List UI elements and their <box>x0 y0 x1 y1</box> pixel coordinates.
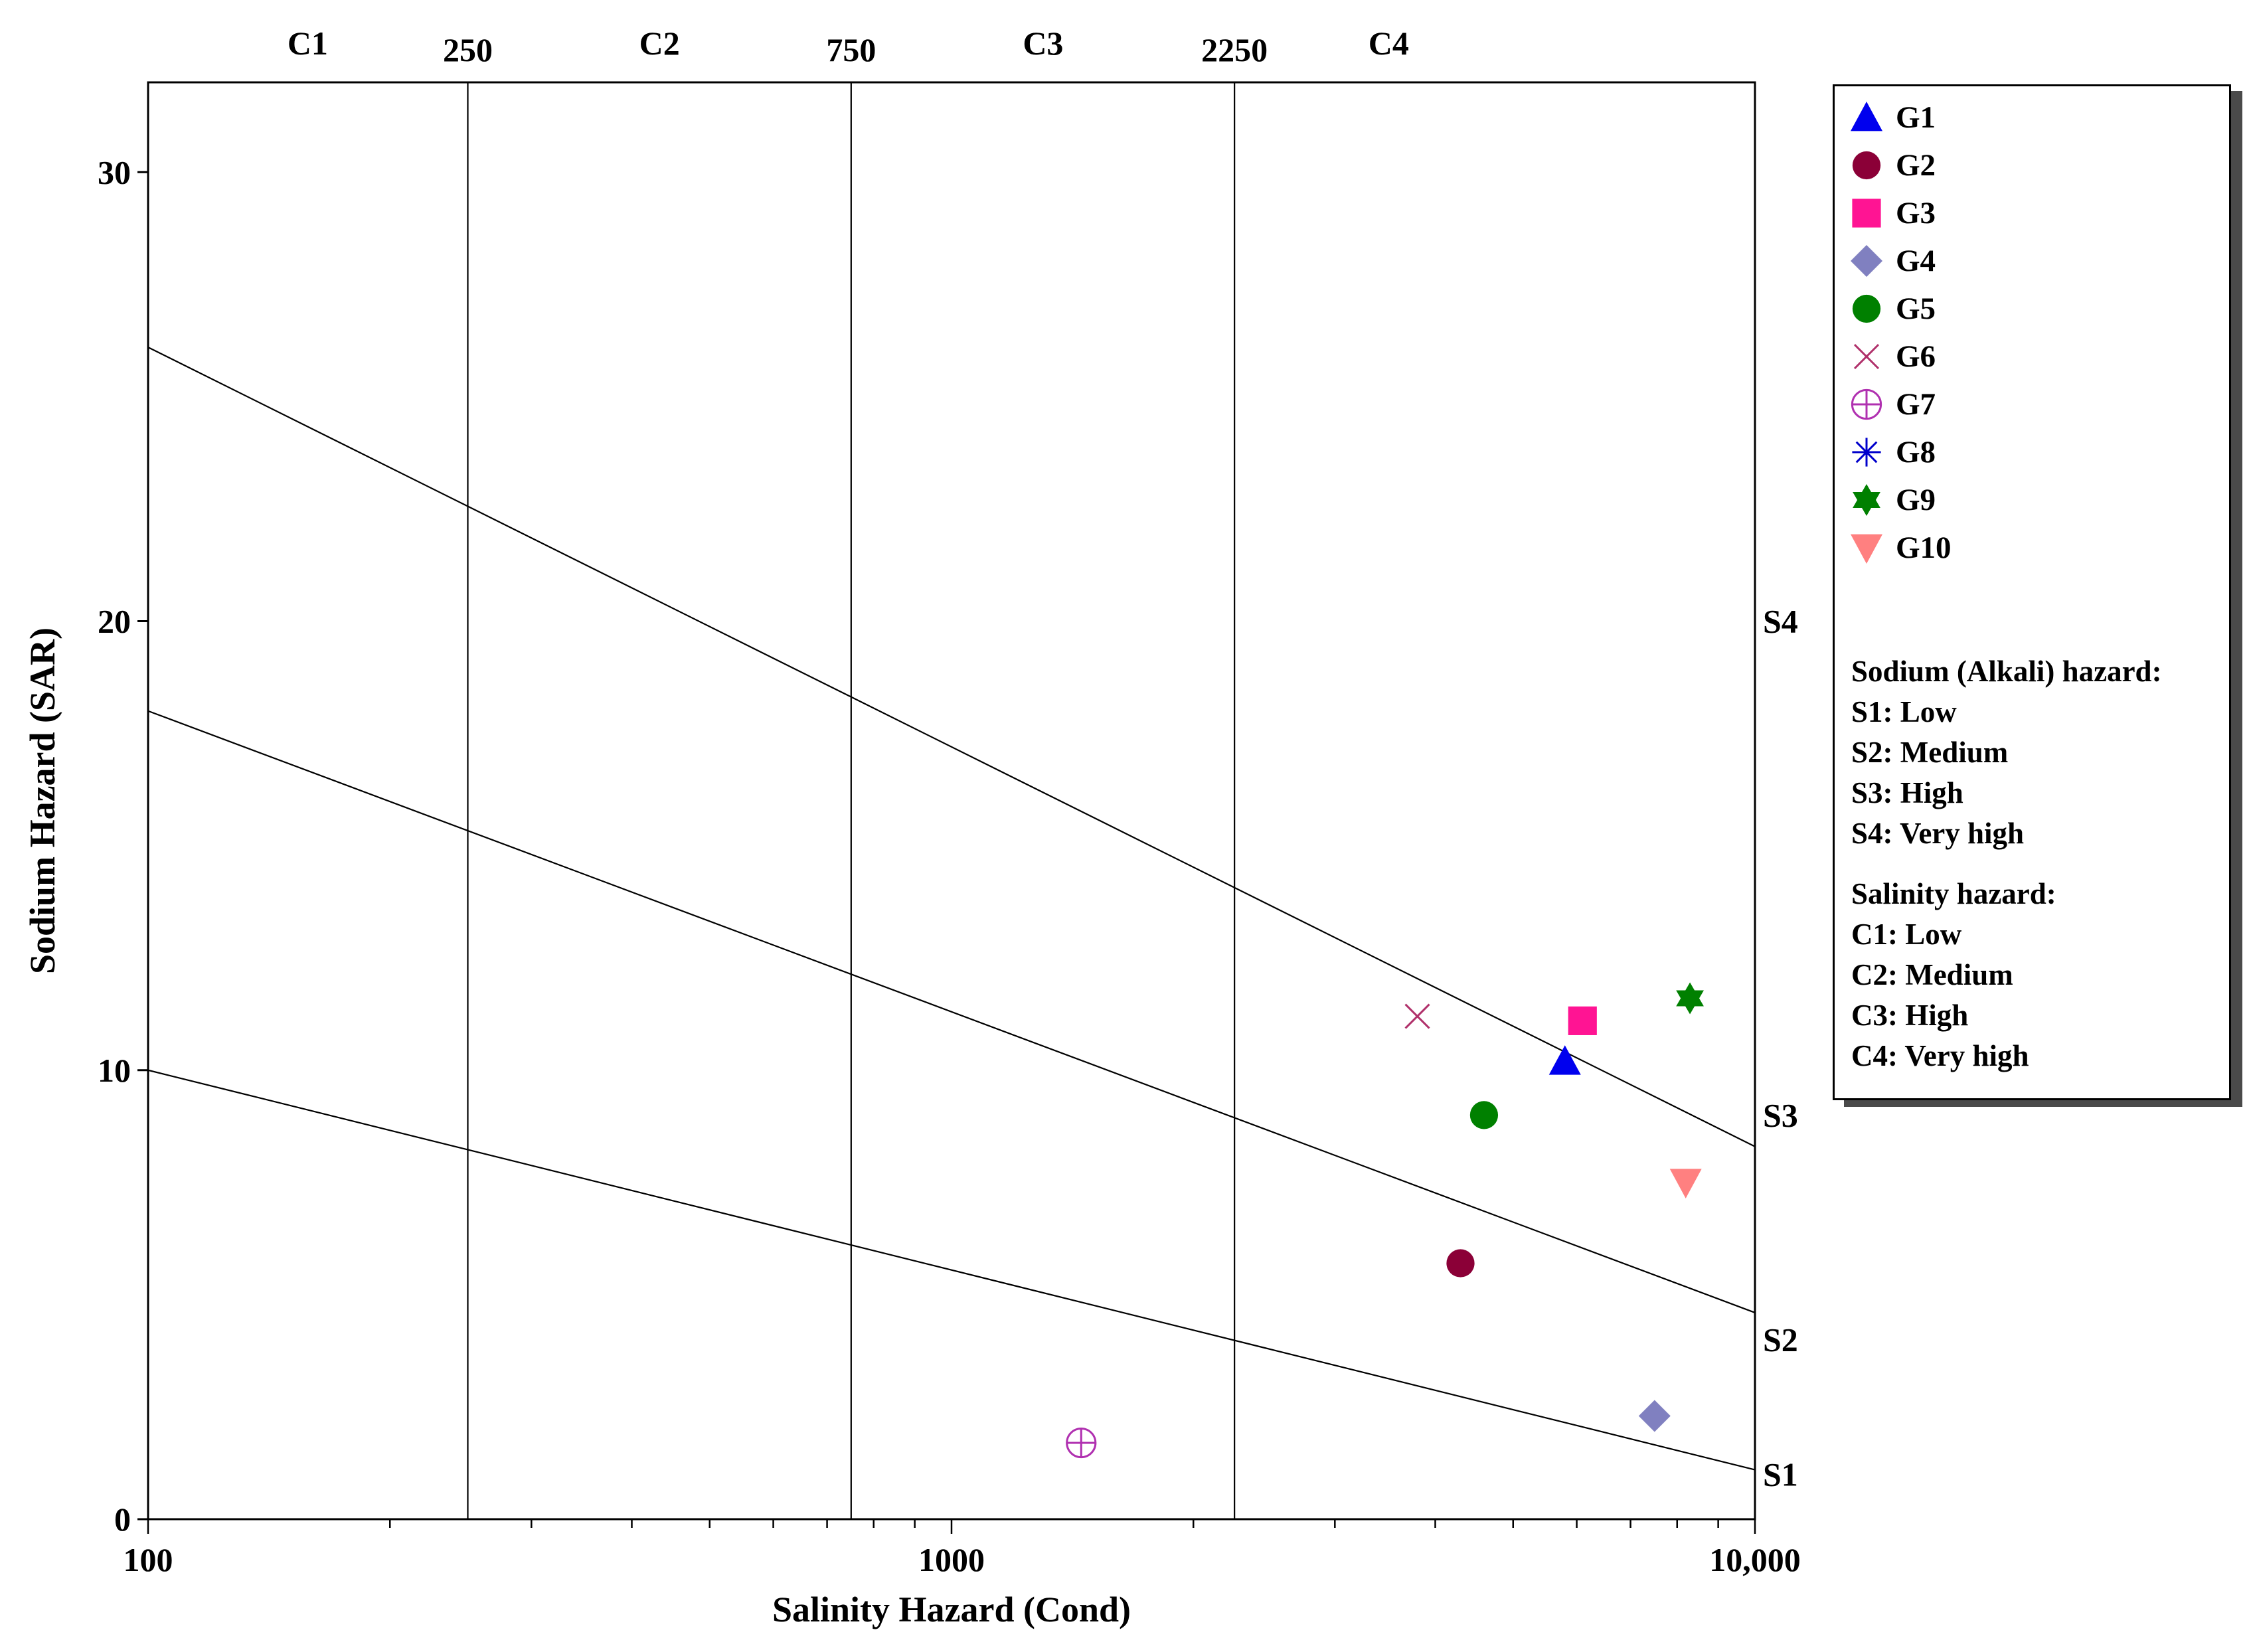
salinity-hazard-item: C2: Medium <box>1851 958 2013 991</box>
asterisk-icon <box>1852 438 1881 467</box>
x-icon <box>1853 343 1880 370</box>
legend-marker <box>1853 343 1880 370</box>
legend-marker <box>1852 438 1881 467</box>
salinity-class-label: C1 <box>288 25 328 62</box>
legend-item-g2: G2 <box>1835 142 2233 190</box>
data-point-g6 <box>1404 1003 1430 1029</box>
legend-label: G3 <box>1896 196 1936 230</box>
legend-item-g4: G4 <box>1835 238 2233 286</box>
sodium-class-label: S3 <box>1763 1096 1798 1133</box>
data-point-g9 <box>1676 982 1704 1015</box>
legend-item-g3: G3 <box>1835 190 2233 238</box>
salinity-class-label: C2 <box>639 25 680 62</box>
legend-item-g10: G10 <box>1835 525 2233 572</box>
circle-icon <box>1852 294 1881 323</box>
salinity-hazard-item: C4: Very high <box>1851 1039 2029 1072</box>
x-tick-label: 100 <box>124 1541 173 1578</box>
circle-cross-icon <box>1851 388 1882 420</box>
y-axis-title: Sodium Hazard (SAR) <box>23 627 62 974</box>
star6-icon <box>1853 484 1880 516</box>
salinity-boundary-label: 250 <box>443 31 493 68</box>
x-tick-label: 10,000 <box>1709 1541 1801 1578</box>
legend-label: G7 <box>1896 387 1936 422</box>
legend-item-g6: G6 <box>1835 333 2233 381</box>
legend-label: G10 <box>1896 531 1952 565</box>
legend-item-g5: G5 <box>1835 286 2233 333</box>
legend-marker <box>1852 151 1881 180</box>
circle-icon <box>1852 151 1881 180</box>
legend-marker <box>1852 294 1881 323</box>
legend-label: G1 <box>1896 100 1936 135</box>
sodium-hazard-line <box>147 1069 1756 1471</box>
legend-label: G5 <box>1896 291 1936 326</box>
sodium-hazard-item: S1: Low <box>1851 695 1957 728</box>
triangle-down-icon <box>1851 534 1882 564</box>
data-point-g1 <box>1548 1045 1581 1075</box>
legend-label: G6 <box>1896 339 1936 374</box>
legend-marker <box>1852 199 1881 228</box>
y-tick-label: 20 <box>98 603 131 640</box>
salinity-boundary-label: 750 <box>826 31 876 68</box>
y-tick-label: 0 <box>114 1501 131 1538</box>
sodium-hazard-item: S3: High <box>1851 776 1963 809</box>
sodium-hazard-line <box>147 710 1756 1313</box>
square-icon <box>1852 199 1881 228</box>
legend-label: G2 <box>1896 148 1936 183</box>
sodium-hazard-item: S2: Medium <box>1851 736 2009 769</box>
sodium-class-label: S1 <box>1763 1455 1798 1493</box>
sodium-hazard-title: Sodium (Alkali) hazard: <box>1851 655 2162 688</box>
y-tick-label: 10 <box>98 1052 131 1089</box>
legend-item-g7: G7 <box>1835 381 2233 429</box>
data-point-g5 <box>1469 1101 1499 1129</box>
legend-item-g8: G8 <box>1835 429 2233 477</box>
data-point-g10 <box>1669 1169 1702 1198</box>
legend-label: G4 <box>1896 244 1936 278</box>
diamond-icon <box>1851 245 1882 277</box>
sodium-class-label: S2 <box>1763 1321 1798 1359</box>
sodium-class-label: S4 <box>1763 603 1798 640</box>
legend-marker <box>1853 484 1880 516</box>
legend-box: G1 G2 G3 G4 G5 G6 G7 G8 G9 G10 Sodium (Alkali) ha… <box>1833 84 2231 1100</box>
legend-item-g9: G9 <box>1835 477 2233 525</box>
legend-marker <box>1851 534 1882 564</box>
salinity-hazard-item: C3: High <box>1851 999 1969 1032</box>
data-point-g4 <box>1638 1400 1671 1432</box>
data-point-g2 <box>1446 1249 1475 1278</box>
legend-marker <box>1851 102 1882 131</box>
y-tick-label: 30 <box>98 153 131 191</box>
legend-item-g1: G1 <box>1835 94 2233 142</box>
legend-marker <box>1851 388 1882 420</box>
data-point-g7 <box>1066 1427 1097 1459</box>
legend-marker <box>1851 245 1882 277</box>
x-tick-label: 1000 <box>918 1541 985 1578</box>
salinity-class-label: C3 <box>1023 25 1063 62</box>
salinity-hazard-item: C1: Low <box>1851 918 1962 951</box>
data-point-g3 <box>1568 1006 1597 1035</box>
triangle-up-icon <box>1851 102 1882 131</box>
legend-label: G8 <box>1896 435 1936 469</box>
legend-label: G9 <box>1896 483 1936 517</box>
sodium-hazard-item: S4: Very high <box>1851 817 2025 850</box>
salinity-hazard-title: Salinity hazard: <box>1851 877 2056 910</box>
x-axis-title: Salinity Hazard (Cond) <box>772 1590 1131 1629</box>
sodium-hazard-line <box>147 347 1756 1147</box>
salinity-class-label: C4 <box>1369 25 1409 62</box>
salinity-boundary-label: 2250 <box>1201 31 1268 68</box>
